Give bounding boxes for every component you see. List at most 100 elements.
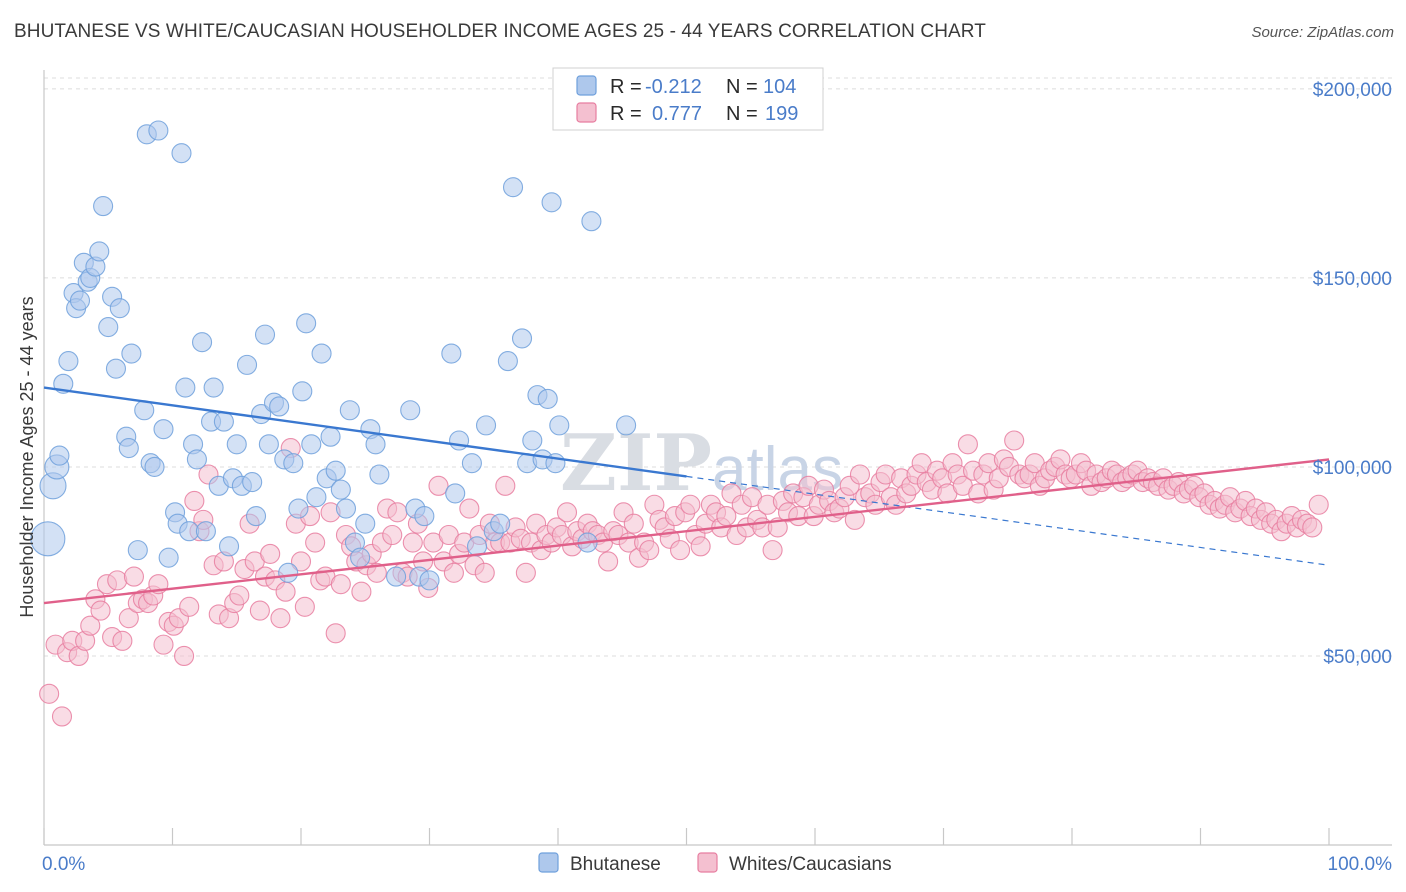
bhutanese-point-34 xyxy=(179,521,200,542)
y-axis-label: Householder Income Ages 25 - 44 years xyxy=(17,296,37,617)
whites-caucasians-point-108 xyxy=(598,551,619,572)
whites-caucasians-point-81 xyxy=(459,498,480,519)
whites-caucasians-point-246 xyxy=(1308,494,1329,515)
bhutanese-point-97 xyxy=(537,388,558,409)
x-ticks xyxy=(43,828,1330,845)
whites-caucasians-point-21 xyxy=(153,634,174,655)
bhutanese-point-102 xyxy=(616,415,637,436)
bhutanese-point-51 xyxy=(254,324,276,345)
whites-caucasians-point-36 xyxy=(229,585,250,606)
bhutanese-point-36 xyxy=(186,449,207,470)
bhutanese-point-60 xyxy=(296,313,317,334)
legend-swatch-whites xyxy=(697,852,718,873)
whites-caucasians-point-56 xyxy=(330,574,351,595)
bhutanese-point-66 xyxy=(325,460,346,481)
whites-caucasians-point-51 xyxy=(305,532,326,553)
bhutanese-point-101 xyxy=(581,211,602,232)
whites-caucasians-point-126 xyxy=(690,536,711,557)
whites-caucasians-point-88 xyxy=(495,475,516,496)
bhutanese-point-28 xyxy=(153,419,174,440)
whites-caucasians-point-92 xyxy=(515,562,536,583)
bhutanese-point-82 xyxy=(441,343,462,364)
whites-caucasians-point-75 xyxy=(428,475,449,496)
bhutanese-point-3 xyxy=(49,445,70,466)
whites-caucasians-point-70 xyxy=(402,532,423,553)
stats-box: R = -0.212 N = 104 R = 0.777 N = 199 xyxy=(552,67,824,131)
bhutanese-point-54 xyxy=(269,396,290,417)
bhutanese-point-94 xyxy=(522,430,543,451)
whites-caucasians-point-25 xyxy=(174,645,195,667)
bhutanese-point-77 xyxy=(400,400,421,421)
trend-line-bhutanese xyxy=(43,386,687,478)
bhutanese-point-57 xyxy=(283,453,304,474)
bhutanese-point-65 xyxy=(320,426,341,447)
whites-caucasians-point-124 xyxy=(680,494,701,515)
bhutanese-point-85 xyxy=(461,453,482,474)
whites-caucasians-point-49 xyxy=(294,596,315,617)
y-tick-label-1: $100,000 xyxy=(1313,458,1392,479)
whites-caucasians-point-157 xyxy=(849,464,871,485)
bhutanese-point-68 xyxy=(335,498,357,519)
stats-n-label-whites: N = xyxy=(726,103,758,125)
chart-title: BHUTANESE VS WHITE/CAUCASIAN HOUSEHOLDER… xyxy=(14,21,986,42)
whites-caucasians-point-40 xyxy=(249,600,270,621)
whites-caucasians-point-140 xyxy=(762,540,783,561)
bhutanese-point-8 xyxy=(69,290,91,311)
stats-box-frame xyxy=(552,67,824,131)
whites-caucasians-point-2 xyxy=(51,706,73,727)
y-tick-label-3: $200,000 xyxy=(1313,80,1392,101)
stats-n-value-whites: 199 xyxy=(765,103,798,125)
series-bhutanese xyxy=(30,120,637,591)
bhutanese-point-99 xyxy=(549,415,570,436)
bhutanese-point-5 xyxy=(58,351,79,372)
bhutanese-point-13 xyxy=(89,241,110,262)
whites-caucasians-point-48 xyxy=(290,551,312,572)
bhutanese-point-61 xyxy=(301,434,322,455)
whites-caucasians-point-9 xyxy=(90,600,111,621)
trend-lines xyxy=(43,386,1330,605)
bhutanese-point-89 xyxy=(490,513,511,534)
bhutanese-point-72 xyxy=(355,513,376,534)
whites-caucasians-point-26 xyxy=(179,596,200,617)
stats-r-value-whites: 0.777 xyxy=(652,103,702,125)
bhutanese-point-45 xyxy=(226,434,247,455)
bhutanese-point-71 xyxy=(350,547,371,568)
bhutanese-point-37 xyxy=(192,332,213,353)
bhutanese-point-84 xyxy=(449,430,470,451)
x-tick-label-max: 100.0% xyxy=(1328,854,1393,875)
whites-caucasians-point-55 xyxy=(325,623,346,644)
bhutanese-point-49 xyxy=(245,506,267,527)
legend-label-bhutanese: Bhutanese xyxy=(570,854,661,875)
bhutanese-point-18 xyxy=(109,298,130,319)
bhutanese-point-83 xyxy=(445,483,466,504)
bhutanese-point-40 xyxy=(203,377,224,398)
x-tick-label-min: 0.0% xyxy=(42,854,85,875)
stats-r-label-whites: R = xyxy=(610,103,642,125)
bhutanese-point-22 xyxy=(127,540,148,561)
bhutanese-point-48 xyxy=(242,472,263,493)
whites-caucasians-point-84 xyxy=(474,562,495,583)
bhutanese-point-92 xyxy=(511,328,533,349)
bhutanese-point-23 xyxy=(134,400,155,421)
whites-caucasians-point-13 xyxy=(112,630,133,651)
bhutanese-point-90 xyxy=(497,351,518,372)
whites-caucasians-point-14 xyxy=(118,608,139,629)
bhutanese-point-20 xyxy=(118,437,139,459)
whites-caucasians-point-15 xyxy=(123,566,144,587)
bhutanese-point-91 xyxy=(502,177,524,198)
bhutanese-point-74 xyxy=(365,434,386,455)
bhutanese-point-0 xyxy=(30,521,66,557)
stats-r-label-bhutanese: R = xyxy=(610,76,642,98)
whites-caucasians-point-0 xyxy=(39,683,60,704)
whites-caucasians-point-245 xyxy=(1302,517,1323,538)
bhutanese-point-59 xyxy=(292,381,313,402)
bhutanese-point-17 xyxy=(105,358,127,379)
whites-caucasians-point-156 xyxy=(844,509,865,530)
bhutanese-point-62 xyxy=(306,487,327,508)
legend-swatch-bhutanese xyxy=(538,852,559,873)
bhutanese-point-32 xyxy=(171,143,192,164)
bhutanese-point-98 xyxy=(541,192,562,213)
whites-caucasians-point-78 xyxy=(443,562,464,583)
bhutanese-point-27 xyxy=(148,120,169,141)
bhutanese-point-69 xyxy=(339,400,360,421)
